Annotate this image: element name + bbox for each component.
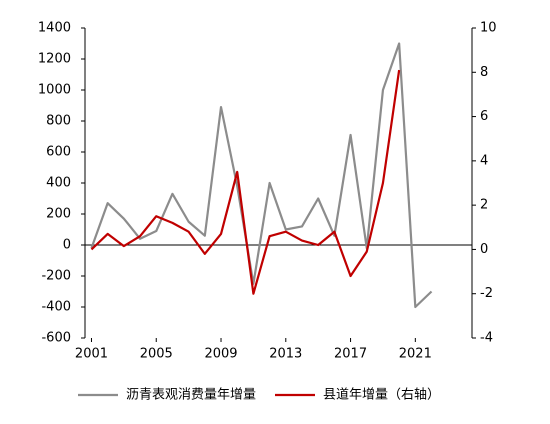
- y2-tick-label: -2: [480, 286, 493, 301]
- y2-tick-label: 6: [480, 109, 488, 124]
- x-tick-label: 2009: [204, 347, 237, 362]
- y-tick-label: 1400: [38, 21, 71, 36]
- y-tick-label: -400: [41, 300, 71, 315]
- legend-label: 沥青表观消费量年增量: [126, 388, 256, 403]
- x-tick-label: 2001: [75, 347, 108, 362]
- x-tick-label: 2005: [140, 347, 173, 362]
- y-tick-label: 1200: [38, 52, 71, 67]
- series-line: [90, 42, 433, 309]
- y-tick-label: 1000: [38, 83, 71, 98]
- x-tick-label: 2017: [334, 347, 367, 362]
- series-line: [90, 69, 401, 295]
- y2-tick-label: 2: [480, 198, 488, 213]
- legend-label: 县道年增量（右轴）: [323, 388, 440, 403]
- y2-tick-label: 8: [480, 65, 488, 80]
- y2-tick-label: 0: [480, 242, 488, 257]
- y-tick-label: 800: [46, 114, 71, 129]
- y2-tick-label: 4: [480, 153, 488, 168]
- y-tick-label: 600: [46, 145, 71, 160]
- y-tick-label: 0: [63, 238, 71, 253]
- y-tick-label: 200: [46, 207, 71, 222]
- x-tick-label: 2021: [399, 347, 432, 362]
- x-tick-label: 2013: [269, 347, 302, 362]
- y2-tick-label: -4: [480, 331, 493, 346]
- y-tick-label: -600: [41, 331, 71, 346]
- y2-tick-label: 10: [480, 21, 497, 36]
- y-tick-label: -200: [41, 269, 71, 284]
- y-tick-label: 400: [46, 176, 71, 191]
